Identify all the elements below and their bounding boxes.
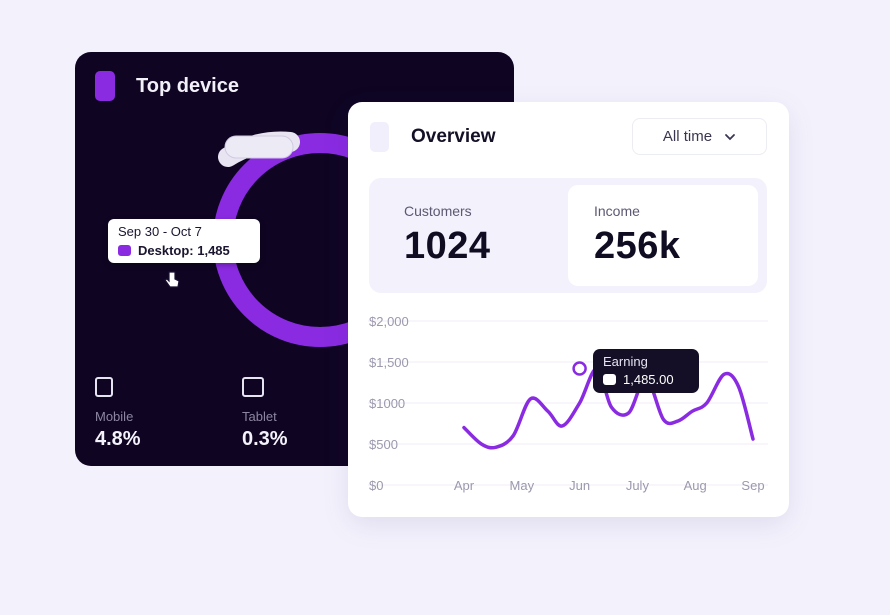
x-tick-label: Jun	[569, 478, 590, 493]
desktop-swatch	[118, 245, 131, 256]
y-tick-label: $2,000	[369, 314, 409, 329]
donut-handle	[224, 135, 294, 159]
hand-cursor-icon	[164, 271, 180, 288]
x-tick-label: Apr	[454, 478, 475, 493]
stat-tablet-label: Tablet	[242, 409, 277, 424]
time-range-select[interactable]: All time	[632, 118, 767, 155]
kpi-customers[interactable]: Customers 1024	[369, 178, 567, 293]
kpi-customers-label: Customers	[404, 203, 472, 219]
device-tooltip: Sep 30 - Oct 7 Desktop: 1,485	[108, 219, 260, 263]
y-tick-label: $500	[369, 437, 398, 452]
kpi-customers-value: 1024	[404, 225, 491, 267]
time-range-value: All time	[662, 128, 713, 145]
x-tick-label: May	[510, 478, 535, 493]
phone-icon	[95, 377, 113, 397]
device-tooltip-date: Sep 30 - Oct 7	[118, 224, 202, 239]
x-tick-label: Aug	[684, 478, 707, 493]
x-tick-label: July	[626, 478, 650, 493]
earning-series-line	[462, 366, 755, 450]
stat-mobile: Mobile 4.8%	[95, 377, 141, 451]
chevron-down-icon	[725, 133, 735, 140]
overview-title-icon	[370, 122, 389, 152]
overview-card: Overview All time Customers 1024 Income …	[348, 102, 789, 517]
stat-tablet: Tablet 0.3%	[242, 377, 288, 451]
device-tooltip-value: Desktop: 1,485	[138, 243, 230, 258]
earning-tooltip: Earning 1,485.00	[593, 349, 699, 393]
tablet-icon	[242, 377, 264, 397]
earning-tooltip-label: Earning	[603, 354, 648, 369]
earning-line-chart: $2,000 $1,500 $1000 $500 $0 Apr May Jun July Aug S…	[368, 314, 768, 493]
kpi-income-value: 256k	[594, 225, 681, 267]
overview-title: Overview	[411, 126, 496, 147]
stat-mobile-value: 4.8%	[95, 428, 141, 450]
stat-tablet-value: 0.3%	[242, 428, 288, 450]
device-title-icon	[95, 71, 115, 101]
earning-tooltip-value: 1,485.00	[623, 372, 674, 387]
y-tick-label: $1,500	[369, 355, 409, 370]
kpi-income[interactable]: Income 256k	[568, 185, 758, 286]
top-device-title: Top device	[136, 75, 239, 97]
x-tick-label: Sep	[741, 478, 764, 493]
highlight-point	[572, 361, 587, 376]
earning-swatch	[603, 374, 616, 385]
y-tick-label: $0	[369, 478, 383, 493]
stat-mobile-label: Mobile	[95, 409, 134, 424]
kpi-income-label: Income	[594, 203, 640, 219]
y-tick-label: $1000	[369, 396, 405, 411]
kpi-panel: Customers 1024 Income 256k	[369, 178, 767, 293]
